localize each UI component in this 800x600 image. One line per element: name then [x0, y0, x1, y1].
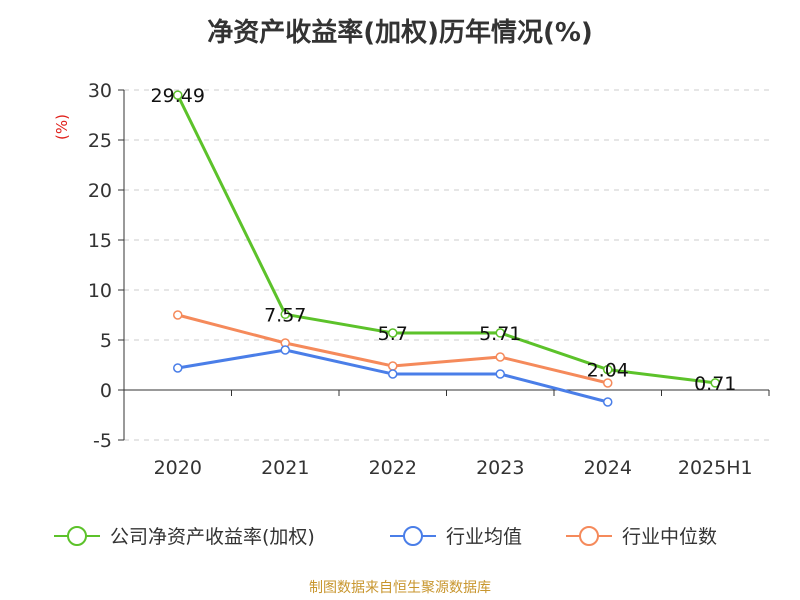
data-label: 5.71	[479, 323, 521, 345]
x-tick-label: 2024	[584, 457, 632, 479]
y-tick-label: 30	[88, 80, 112, 102]
y-tick-label: 25	[88, 130, 112, 152]
data-label: 5.7	[378, 323, 408, 345]
data-label: 7.57	[264, 304, 306, 326]
legend-label: 行业均值	[446, 526, 522, 548]
data-point	[603, 397, 613, 407]
x-tick-label: 2023	[476, 457, 524, 479]
data-label: 0.71	[694, 373, 736, 395]
data-point	[173, 90, 183, 100]
data-point	[173, 310, 183, 320]
data-point	[388, 328, 398, 338]
y-tick-label: 10	[88, 280, 112, 302]
data-point	[280, 345, 290, 355]
y-tick-label: -5	[93, 430, 112, 452]
y-tick-label: 20	[88, 180, 112, 202]
data-point	[388, 369, 398, 379]
source-note: 制图数据来自恒生聚源数据库	[309, 580, 491, 596]
x-tick-label: 2021	[261, 457, 309, 479]
data-point	[495, 369, 505, 379]
circle-line-marker-icon	[67, 526, 87, 546]
data-point	[603, 364, 613, 375]
data-point	[495, 352, 505, 362]
y-tick-label: 5	[100, 330, 112, 352]
circle-line-marker-icon	[403, 526, 423, 546]
data-point	[710, 378, 720, 388]
series-line	[176, 94, 716, 385]
y-tick-label: 15	[88, 230, 112, 252]
x-tick-label: 2022	[369, 457, 417, 479]
legend-label: 行业中位数	[622, 526, 717, 548]
x-tick-label: 2025H1	[678, 457, 753, 479]
data-label: 2.04	[587, 360, 629, 382]
data-point	[495, 328, 505, 338]
data-point	[603, 378, 613, 388]
data-point	[173, 363, 183, 373]
y-tick-label: 0	[100, 380, 112, 402]
data-label: 29.49	[151, 85, 205, 107]
x-tick-label: 2020	[154, 457, 202, 479]
y-axis-label: (%)	[53, 114, 71, 140]
circle-line-marker-icon	[579, 526, 599, 546]
chart-title: 净资产收益率(加权)历年情况(%)	[207, 18, 593, 48]
data-point	[388, 361, 398, 371]
data-point	[280, 309, 290, 320]
legend-label: 公司净资产收益率(加权)	[110, 526, 315, 548]
